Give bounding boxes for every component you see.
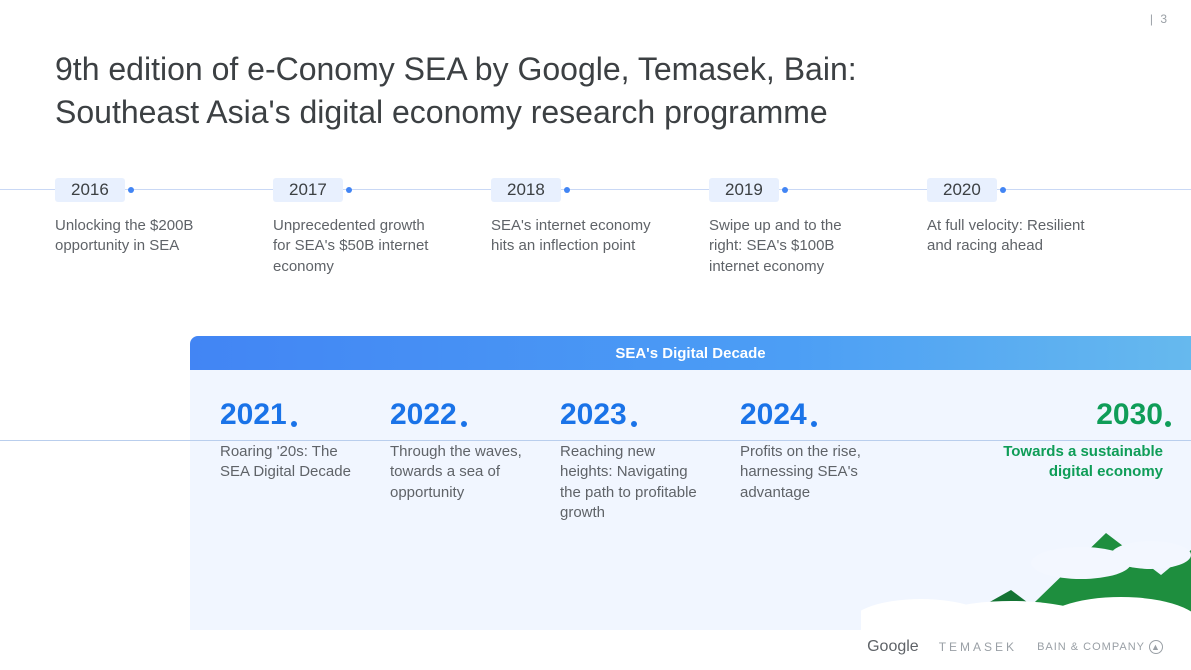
bain-text: BAIN & COMPANY	[1037, 641, 1145, 653]
timeline-item-2016: 2016 Unlocking the $200B opportunity in …	[55, 178, 225, 277]
year-label: 2024	[740, 398, 807, 431]
decade-item-2024: 2024 Profits on the rise, harnessing SEA…	[740, 398, 930, 523]
year-pill: 2016	[55, 178, 125, 202]
timeline-desc: At full velocity: Resilient and racing a…	[927, 216, 1092, 257]
dot-icon	[461, 421, 467, 427]
year-pill: 2020	[927, 178, 997, 202]
year-big: 2030	[1096, 398, 1163, 432]
footer-logos: Google TEMASEK BAIN & COMPANY ▲	[867, 638, 1163, 656]
dot-icon	[564, 187, 570, 193]
timeline-item-2018: 2018 SEA's internet economy hits an infl…	[491, 178, 661, 277]
year-label: 2016	[71, 180, 109, 199]
page-number: | 3	[1150, 12, 1169, 26]
year-big: 2022	[390, 398, 457, 432]
decade-desc: Reaching new heights: Navigating the pat…	[560, 442, 705, 523]
year-big: 2021	[220, 398, 287, 432]
timeline-item-2019: 2019 Swipe up and to the right: SEA's $1…	[709, 178, 879, 277]
year-big: 2023	[560, 398, 627, 432]
year-label: 2019	[725, 180, 763, 199]
decade-desc: Through the waves, towards a sea of oppo…	[390, 442, 535, 503]
decade-item-2022: 2022 Through the waves, towards a sea of…	[390, 398, 550, 523]
decade-body: 2021 Roaring '20s: The SEA Digital Decad…	[190, 370, 1191, 630]
timeline-desc: Unprecedented growth for SEA's $50B inte…	[273, 216, 438, 277]
timeline-item-2020: 2020 At full velocity: Resilient and rac…	[927, 178, 1097, 277]
year-label: 2018	[507, 180, 545, 199]
bain-logo: BAIN & COMPANY ▲	[1037, 640, 1163, 654]
year-pill: 2019	[709, 178, 779, 202]
page-title: 9th edition of e-Conomy SEA by Google, T…	[55, 48, 857, 134]
dot-icon	[1165, 421, 1171, 427]
timeline-desc: Unlocking the $200B opportunity in SEA	[55, 216, 220, 257]
dot-icon	[128, 187, 134, 193]
timeline-item-2017: 2017 Unprecedented growth for SEA's $50B…	[273, 178, 443, 277]
decade-desc: Roaring '20s: The SEA Digital Decade	[220, 442, 365, 483]
dot-icon	[782, 187, 788, 193]
decade-item-2021: 2021 Roaring '20s: The SEA Digital Decad…	[220, 398, 380, 523]
dot-icon	[1000, 187, 1006, 193]
timeline-desc: Swipe up and to the right: SEA's $100B i…	[709, 216, 874, 277]
top-timeline: 2016 Unlocking the $200B opportunity in …	[55, 178, 1191, 277]
dot-icon	[811, 421, 817, 427]
decade-item-2023: 2023 Reaching new heights: Navigating th…	[560, 398, 730, 523]
google-logo: Google	[867, 638, 919, 656]
year-label: 2030	[1096, 398, 1163, 431]
decade-item-2030: 2030 Towards a sustainable digital econo…	[961, 398, 1171, 523]
decade-desc: Profits on the rise, harnessing SEA's ad…	[740, 442, 900, 503]
year-label: 2020	[943, 180, 981, 199]
decade-desc: Towards a sustainable digital economy	[961, 442, 1163, 483]
year-pill: 2017	[273, 178, 343, 202]
year-big: 2024	[740, 398, 807, 432]
bain-globe-icon: ▲	[1149, 640, 1163, 654]
year-label: 2023	[560, 398, 627, 431]
decade-header: SEA's Digital Decade	[190, 336, 1191, 370]
year-pill: 2018	[491, 178, 561, 202]
year-label: 2017	[289, 180, 327, 199]
temasek-logo: TEMASEK	[939, 640, 1017, 654]
dot-icon	[346, 187, 352, 193]
year-label: 2021	[220, 398, 287, 431]
dot-icon	[291, 421, 297, 427]
decade-block: SEA's Digital Decade 2021 Roaring '20s: …	[190, 336, 1191, 630]
timeline-desc: SEA's internet economy hits an inflectio…	[491, 216, 656, 257]
year-label: 2022	[390, 398, 457, 431]
dot-icon	[631, 421, 637, 427]
